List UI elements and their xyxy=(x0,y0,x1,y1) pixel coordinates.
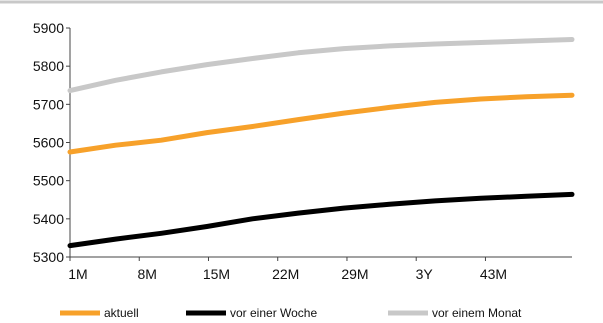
x-axis: 1M 8M 15M 22M 29M 3Y 43M xyxy=(68,256,572,282)
y-tick-label: 5600 xyxy=(33,135,64,151)
legend-label-0: aktuell xyxy=(104,306,139,320)
x-tick-label: 29M xyxy=(341,266,368,282)
y-tick-label: 5400 xyxy=(33,211,64,227)
series-line-1 xyxy=(67,191,575,249)
y-tick-label: 5700 xyxy=(33,96,64,112)
x-tick-label: 3Y xyxy=(416,266,434,282)
y-tick-label: 5900 xyxy=(33,20,64,36)
y-axis: 5300 5400 5500 5600 5700 5800 5900 xyxy=(33,20,71,265)
legend-label-2: vor einem Monat xyxy=(432,306,522,320)
x-tick-label: 15M xyxy=(203,266,230,282)
y-tick-label: 5800 xyxy=(33,58,64,74)
y-tick-label: 5300 xyxy=(33,249,64,265)
x-tick-label: 8M xyxy=(138,266,157,282)
x-tick-label: 22M xyxy=(272,266,299,282)
legend: aktuell vor einer Woche vor einem Monat xyxy=(60,306,522,320)
x-tick-label: 1M xyxy=(68,266,87,282)
series-lines xyxy=(67,37,575,249)
series-line-0 xyxy=(67,92,575,155)
legend-label-1: vor einer Woche xyxy=(230,306,317,320)
series-line-2 xyxy=(67,37,575,94)
x-tick-label: 43M xyxy=(480,266,507,282)
y-tick-label: 5500 xyxy=(33,173,64,189)
